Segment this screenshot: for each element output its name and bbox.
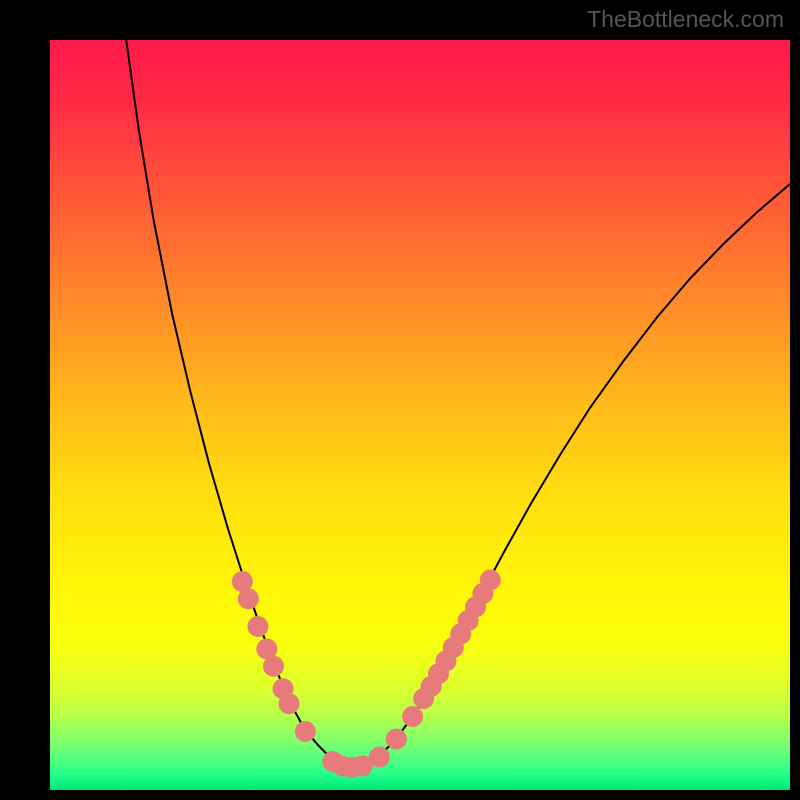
data-marker xyxy=(386,729,406,749)
data-marker xyxy=(279,694,299,714)
data-marker xyxy=(480,570,500,590)
data-marker xyxy=(248,617,268,637)
bottleneck-chart xyxy=(50,40,790,790)
gradient-background xyxy=(50,40,790,790)
chart-area xyxy=(50,40,790,790)
data-marker xyxy=(403,707,423,727)
data-marker xyxy=(369,747,389,767)
watermark-text: TheBottleneck.com xyxy=(587,6,784,33)
data-marker xyxy=(263,656,283,676)
data-marker xyxy=(295,722,315,742)
data-marker xyxy=(238,589,258,609)
